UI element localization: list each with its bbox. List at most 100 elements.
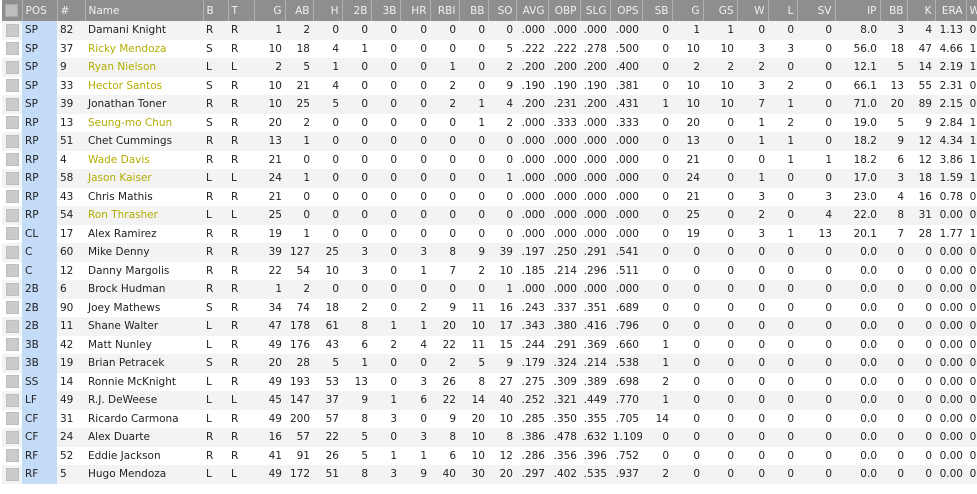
player-name-link[interactable]: Hector Santos <box>88 79 163 92</box>
table-row[interactable]: SP 33 Hector Santos S R 10 21 4 0 0 0 2 0 9 .190 .190 .1… <box>2 76 977 96</box>
column-header-2b[interactable]: 2B <box>342 0 372 21</box>
table-row[interactable]: SP 82 Damani Knight R R 1 2 0 0 0 0 0 0 0.000.000.000… <box>2 21 977 40</box>
row-checkbox[interactable] <box>2 410 22 429</box>
row-checkbox[interactable] <box>2 299 22 318</box>
row-checkbox[interactable] <box>2 465 22 484</box>
player-name-link[interactable]: Ricardo Carmona <box>88 412 179 425</box>
table-row[interactable]: 2B 6 Brock Hudman R R 1 2 0 0 0 0 0 0 1.000.000.000.0… <box>2 280 977 299</box>
column-header-ab[interactable]: AB <box>285 0 314 21</box>
column-header-l[interactable]: L <box>768 0 798 21</box>
row-checkbox[interactable] <box>2 206 22 225</box>
player-name-link[interactable]: Ricky Mendoza <box>88 42 167 55</box>
column-header-ops[interactable]: OPS <box>610 0 643 21</box>
table-row[interactable]: RP 58 Jason Kaiser L L 24 1 0 0 0 0 0 0 1.000.000.000… <box>2 169 977 188</box>
select-all-checkbox[interactable] <box>2 0 23 21</box>
column-header-h[interactable]: H <box>313 0 343 21</box>
table-row[interactable]: LF 49 R.J. DeWeese L L 45 147 37 9 1 6 22 14 40.252.3… <box>2 391 977 410</box>
column-header-hr[interactable]: HR <box>400 0 431 21</box>
column-header-avg[interactable]: AVG <box>516 0 549 21</box>
player-name-link[interactable]: Brock Hudman <box>85 280 203 299</box>
column-header-pos[interactable]: POS <box>22 0 58 21</box>
player-name-link[interactable]: Hugo Mendoza <box>85 465 203 484</box>
row-checkbox[interactable] <box>2 225 22 244</box>
player-name-link[interactable]: Jason Kaiser <box>85 169 203 188</box>
table-row[interactable]: RP 13 Seung-mo Chun S R 20 2 0 0 0 0 0 1 2.000.333.00… <box>2 113 977 133</box>
column-header-so[interactable]: SO <box>488 0 517 21</box>
player-name-link[interactable]: Wade Davis <box>88 153 150 166</box>
player-name-link[interactable]: Eddie Jackson <box>88 449 161 462</box>
player-name-link[interactable]: Danny Margolis <box>88 264 170 277</box>
player-name-link[interactable]: Jonathan Toner <box>85 95 203 114</box>
row-checkbox[interactable] <box>2 262 22 281</box>
column-header-t[interactable]: T <box>228 0 255 21</box>
column-header-whip[interactable]: WHIP <box>966 0 977 21</box>
column-header-era[interactable]: ERA <box>935 0 967 21</box>
player-name-link[interactable]: Mike Denny <box>85 243 203 262</box>
player-name-link[interactable]: Seung-mo Chun <box>88 116 173 129</box>
table-row[interactable]: C 60 Mike Denny R R 39 127 25 3 0 3 8 9 39.197.250.29… <box>2 243 977 262</box>
column-header-gs[interactable]: GS <box>703 0 738 21</box>
player-name-link[interactable]: Ronnie McKnight <box>88 375 176 388</box>
player-name-link[interactable]: Damani Knight <box>85 21 203 40</box>
player-name-link[interactable]: Joey Mathews <box>88 301 161 314</box>
player-name-link[interactable]: R.J. DeWeese <box>85 391 203 410</box>
row-checkbox[interactable] <box>2 280 22 299</box>
row-checkbox[interactable] <box>2 428 22 447</box>
row-checkbox[interactable] <box>2 391 22 410</box>
row-checkbox[interactable] <box>2 169 22 188</box>
player-name-link[interactable]: Ron Thrasher <box>85 206 203 225</box>
row-checkbox[interactable] <box>2 188 22 207</box>
row-checkbox[interactable] <box>2 243 22 262</box>
row-checkbox[interactable] <box>2 373 22 392</box>
row-checkbox[interactable] <box>2 77 22 96</box>
column-header-3b[interactable]: 3B <box>371 0 401 21</box>
table-row[interactable]: C 12 Danny Margolis R R 22 54 10 3 0 1 7 2 10 .185 .214… <box>2 261 977 281</box>
table-row[interactable]: 2B 90 Joey Mathews S R 34 74 18 2 0 2 9 11 16 .243 .337… <box>2 298 977 318</box>
row-checkbox[interactable] <box>2 151 22 170</box>
column-header-bb[interactable]: BB <box>459 0 489 21</box>
player-name-link[interactable]: Shane Walter <box>85 317 203 336</box>
player-name-link[interactable]: Ryan Nielson <box>85 58 203 77</box>
column-header-sb[interactable]: SB <box>642 0 673 21</box>
table-row[interactable]: RP 43 Chris Mathis R R 21 0 0 0 0 0 0 0 0.000.000.000… <box>2 187 977 207</box>
table-row[interactable]: SP 37 Ricky Mendoza S R 10 18 4 1 0 0 0 0 5.222.222.2… <box>2 39 977 59</box>
column-header-ip[interactable]: IP <box>835 0 881 21</box>
table-row[interactable]: RF 5 Hugo Mendoza L L 49 172 51 8 3 9 40 30 20.297.40… <box>2 465 977 484</box>
table-row[interactable]: CF 31 Ricardo Carmona L R 49 200 57 8 3 0 9 20 10 .285… <box>2 409 977 429</box>
column-header-slg[interactable]: SLG <box>580 0 611 21</box>
row-checkbox[interactable] <box>2 317 22 336</box>
table-row[interactable]: CL 17 Alex Ramirez R R 19 1 0 0 0 0 0 0 0.000.000.000… <box>2 224 977 244</box>
row-checkbox[interactable] <box>2 95 22 114</box>
column-header-w[interactable]: W <box>737 0 769 21</box>
row-checkbox[interactable] <box>2 21 22 40</box>
row-checkbox[interactable] <box>2 447 22 466</box>
row-checkbox[interactable] <box>2 40 22 59</box>
table-row[interactable]: RP 54 Ron Thrasher L L 25 0 0 0 0 0 0 0 0.000.000.000… <box>2 206 977 225</box>
table-row[interactable]: RP 51 Chet Cummings R R 13 1 0 0 0 0 0 0 0.000.000.00… <box>2 132 977 151</box>
table-row[interactable]: 2B 11 Shane Walter L R 47 178 61 8 1 1 20 10 17.343.3… <box>2 317 977 336</box>
column-header-k[interactable]: K <box>907 0 936 21</box>
table-row[interactable]: CF 24 Alex Duarte R R 16 57 22 5 0 3 8 10 8.386.478.6… <box>2 428 977 447</box>
column-header-bb[interactable]: BB <box>880 0 908 21</box>
table-row[interactable]: SP 9 Ryan Nielson L L 2 5 1 0 0 0 1 0 2.200.200.200.4… <box>2 58 977 77</box>
row-checkbox[interactable] <box>2 354 22 373</box>
player-name-link[interactable]: Chet Cummings <box>85 132 203 151</box>
table-row[interactable]: SS 14 Ronnie McKnight L R 49 193 53 13 0 3 26 8 27 .27… <box>2 372 977 392</box>
row-checkbox[interactable] <box>2 114 22 133</box>
table-row[interactable]: 3B 42 Matt Nunley L R 49 176 43 6 2 4 22 11 15 .244 .29… <box>2 335 977 355</box>
column-header-name[interactable]: Name <box>85 0 204 21</box>
table-row[interactable]: SP 39 Jonathan Toner R R 10 25 5 0 0 0 2 1 4.200.231.… <box>2 95 977 114</box>
player-name-link[interactable]: Chris Mathis <box>88 190 153 203</box>
column-header-number[interactable]: # <box>57 0 86 21</box>
column-header-sv[interactable]: SV <box>797 0 836 21</box>
player-name-link[interactable]: Alex Ramirez <box>88 227 157 240</box>
table-row[interactable]: RP 4 Wade Davis R R 21 0 0 0 0 0 0 0 0 .000 .000 .000 .00… <box>2 150 977 170</box>
table-row[interactable]: RF 52 Eddie Jackson R R 41 91 26 5 1 1 6 10 12 .286 .35… <box>2 446 977 466</box>
player-name-link[interactable]: Matt Nunley <box>88 338 152 351</box>
column-header-g[interactable]: G <box>672 0 704 21</box>
row-checkbox[interactable] <box>2 336 22 355</box>
table-row[interactable]: 3B 19 Brian Petracek S R 20 28 5 1 0 0 2 5 9.179.324.… <box>2 354 977 373</box>
row-checkbox[interactable] <box>2 132 22 151</box>
column-header-b[interactable]: B <box>203 0 229 21</box>
player-name-link[interactable]: Brian Petracek <box>85 354 203 373</box>
